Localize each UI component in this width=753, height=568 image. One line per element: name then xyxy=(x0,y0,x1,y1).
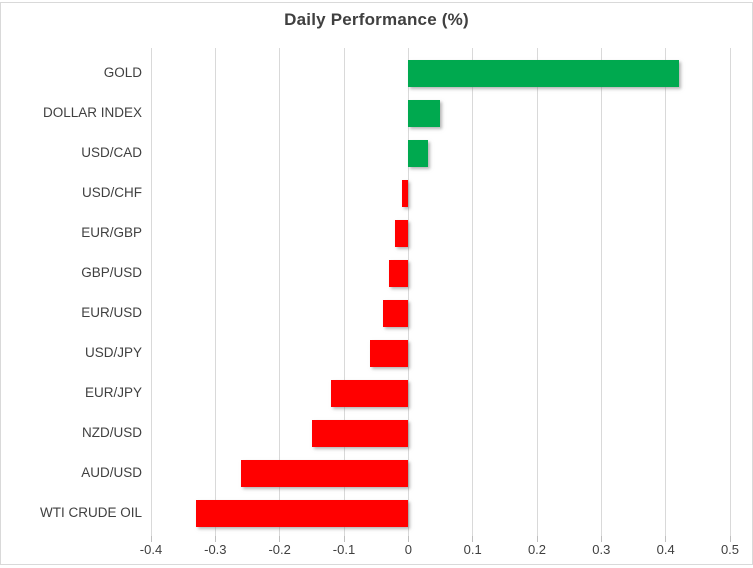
tick-mark xyxy=(600,536,602,542)
tick-mark xyxy=(343,536,345,542)
x-tick-label: -0.1 xyxy=(332,542,356,557)
category-label-eur-jpy: EUR/JPY xyxy=(84,385,142,400)
plot-area: -0.4 -0.3 -0.2 -0.1 0 0.1 0.2 0.3 0.4 0.5 GOLD DOLL… xyxy=(1,3,752,564)
x-tick-label: 0 xyxy=(404,542,412,557)
gridline xyxy=(343,48,345,536)
tick-mark xyxy=(407,536,409,542)
category-label-nzd-usd: NZD/USD xyxy=(82,425,142,440)
tick-mark xyxy=(729,536,731,542)
gridline xyxy=(665,48,667,536)
tick-mark xyxy=(536,536,538,542)
category-label-wti-crude-oil: WTI CRUDE OIL xyxy=(39,505,142,520)
category-label-eur-gbp: EUR/GBP xyxy=(81,225,142,240)
gridline xyxy=(150,48,152,536)
bar-nzd-usd xyxy=(311,419,409,447)
bar-gold xyxy=(408,59,679,87)
x-tick-label: 0.4 xyxy=(656,542,675,557)
chart-title: Daily Performance (%) xyxy=(284,10,469,29)
x-tick-label: 0.5 xyxy=(720,542,740,557)
tick-mark xyxy=(472,536,474,542)
category-label-usd-cad: USD/CAD xyxy=(81,145,142,160)
tick-mark xyxy=(279,536,281,542)
bar-dollar-index xyxy=(408,99,441,127)
bar-eur-jpy xyxy=(331,379,409,407)
gridline xyxy=(729,48,731,536)
bar-eur-gbp xyxy=(395,219,409,247)
gridline xyxy=(214,48,216,536)
gridline xyxy=(536,48,538,536)
bar-usd-jpy xyxy=(369,339,409,367)
tick-mark xyxy=(150,536,152,542)
x-tick-label: 0.3 xyxy=(592,542,611,557)
gridline xyxy=(407,48,409,536)
category-label-eur-usd: EUR/USD xyxy=(81,305,142,320)
bar-eur-usd xyxy=(382,299,409,327)
category-label-aud-usd: AUD/USD xyxy=(81,465,142,480)
gridline xyxy=(472,48,474,536)
category-label-gbp-usd: GBP/USD xyxy=(81,265,142,280)
gridline xyxy=(279,48,281,536)
x-tick-label: 0.2 xyxy=(527,542,547,557)
bar-aud-usd xyxy=(241,459,409,487)
tick-mark xyxy=(214,536,216,542)
x-tick-label: -0.2 xyxy=(268,542,291,557)
bar-gbp-usd xyxy=(389,259,409,287)
tick-mark xyxy=(665,536,667,542)
x-tick-label: -0.3 xyxy=(204,542,227,557)
category-label-dollar-index: DOLLAR INDEX xyxy=(42,105,142,120)
gridline xyxy=(600,48,602,536)
bar-usd-cad xyxy=(408,139,428,167)
x-tick-label: 0.1 xyxy=(463,542,482,557)
x-tick-label: -0.4 xyxy=(139,542,163,557)
category-label-usd-jpy: USD/JPY xyxy=(84,345,142,360)
bar-wti-crude-oil xyxy=(196,499,409,527)
bar-usd-chf xyxy=(401,179,409,207)
category-label-usd-chf: USD/CHF xyxy=(82,185,142,200)
category-label-gold: GOLD xyxy=(103,65,142,80)
